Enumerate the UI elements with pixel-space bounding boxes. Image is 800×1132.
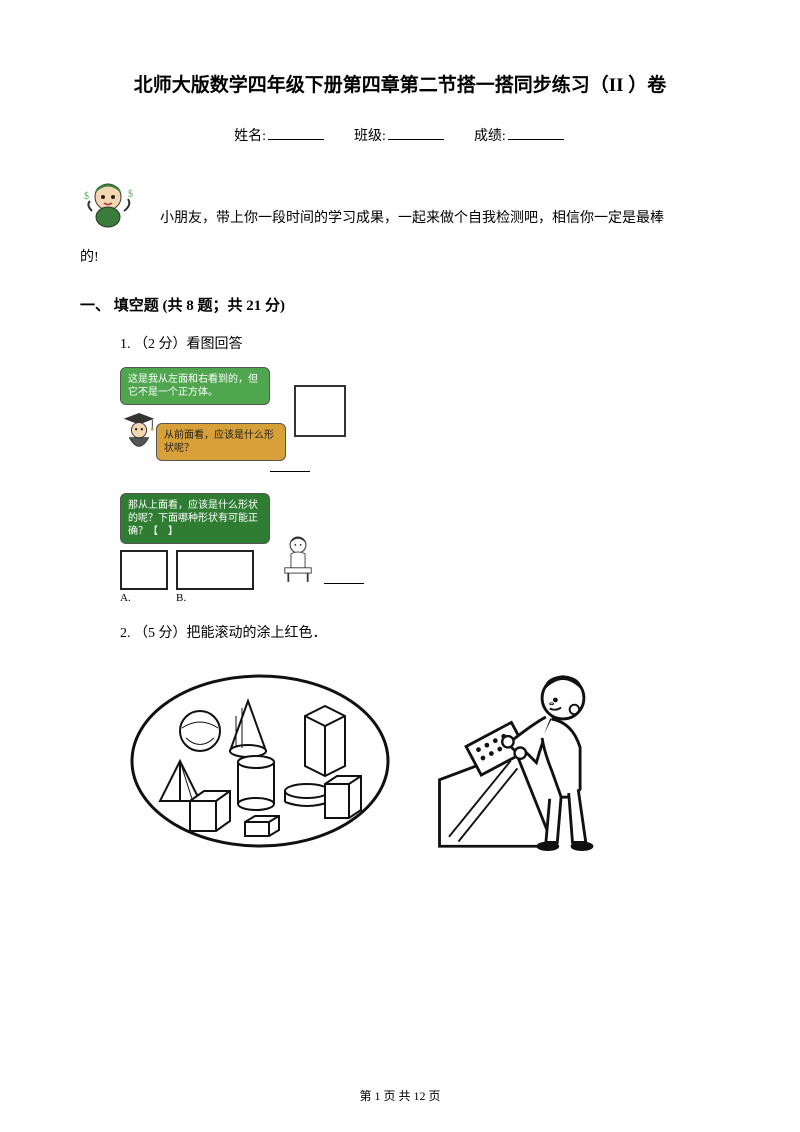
figure-1: 这是我从左面和右看到的，但它不是一个正方体。 从前面看，应该是什么形状呢？	[120, 367, 720, 604]
question-1: 1. （2 分）看图回答	[120, 333, 720, 353]
option-b-shape	[176, 550, 254, 590]
graduate-icon	[120, 409, 158, 457]
class-label: 班级:	[354, 129, 386, 144]
speech-bubble-2: 从前面看，应该是什么形状呢？	[156, 423, 286, 461]
option-a-shape	[120, 550, 168, 590]
name-label: 姓名:	[234, 129, 266, 144]
svg-text:$: $	[84, 191, 89, 202]
score-blank[interactable]	[508, 139, 564, 140]
mascot-icon: $ $	[80, 175, 140, 235]
square-shape	[294, 385, 346, 437]
option-a-label: A.	[120, 592, 168, 604]
page-footer: 第 1 页 共 12 页	[0, 1087, 800, 1104]
figure-2	[120, 656, 720, 856]
shapes-tray-icon	[120, 656, 400, 856]
page-title: 北师大版数学四年级下册第四章第二节搭一搭同步练习（II ）卷	[80, 70, 720, 97]
section-heading-1: 一、 填空题 (共 8 题；共 21 分)	[80, 294, 720, 315]
intro-text-1: 小朋友，带上你一段时间的学习成果，一起来做个自我检测吧，相信你一定是最棒	[160, 204, 720, 235]
child-sitting-icon	[276, 532, 320, 586]
speech-bubble-3: 那从上面看，应该是什么形状的呢？下面哪种形状有可能正确？【 】	[120, 493, 270, 544]
answer-blank-2[interactable]	[324, 583, 364, 584]
name-blank[interactable]	[268, 139, 324, 140]
svg-text:$: $	[128, 189, 133, 200]
option-b-label: B.	[176, 592, 254, 604]
intro-text-2: 的!	[80, 243, 720, 274]
question-2: 2. （5 分）把能滚动的涂上红色．	[120, 622, 720, 642]
speech-bubble-1: 这是我从左面和右看到的，但它不是一个正方体。	[120, 367, 270, 405]
class-blank[interactable]	[388, 139, 444, 140]
score-label: 成绩:	[474, 129, 506, 144]
boy-pushing-icon	[430, 656, 620, 856]
student-info-line: 姓名: 班级: 成绩:	[80, 125, 720, 145]
answer-blank-1[interactable]	[270, 471, 310, 472]
